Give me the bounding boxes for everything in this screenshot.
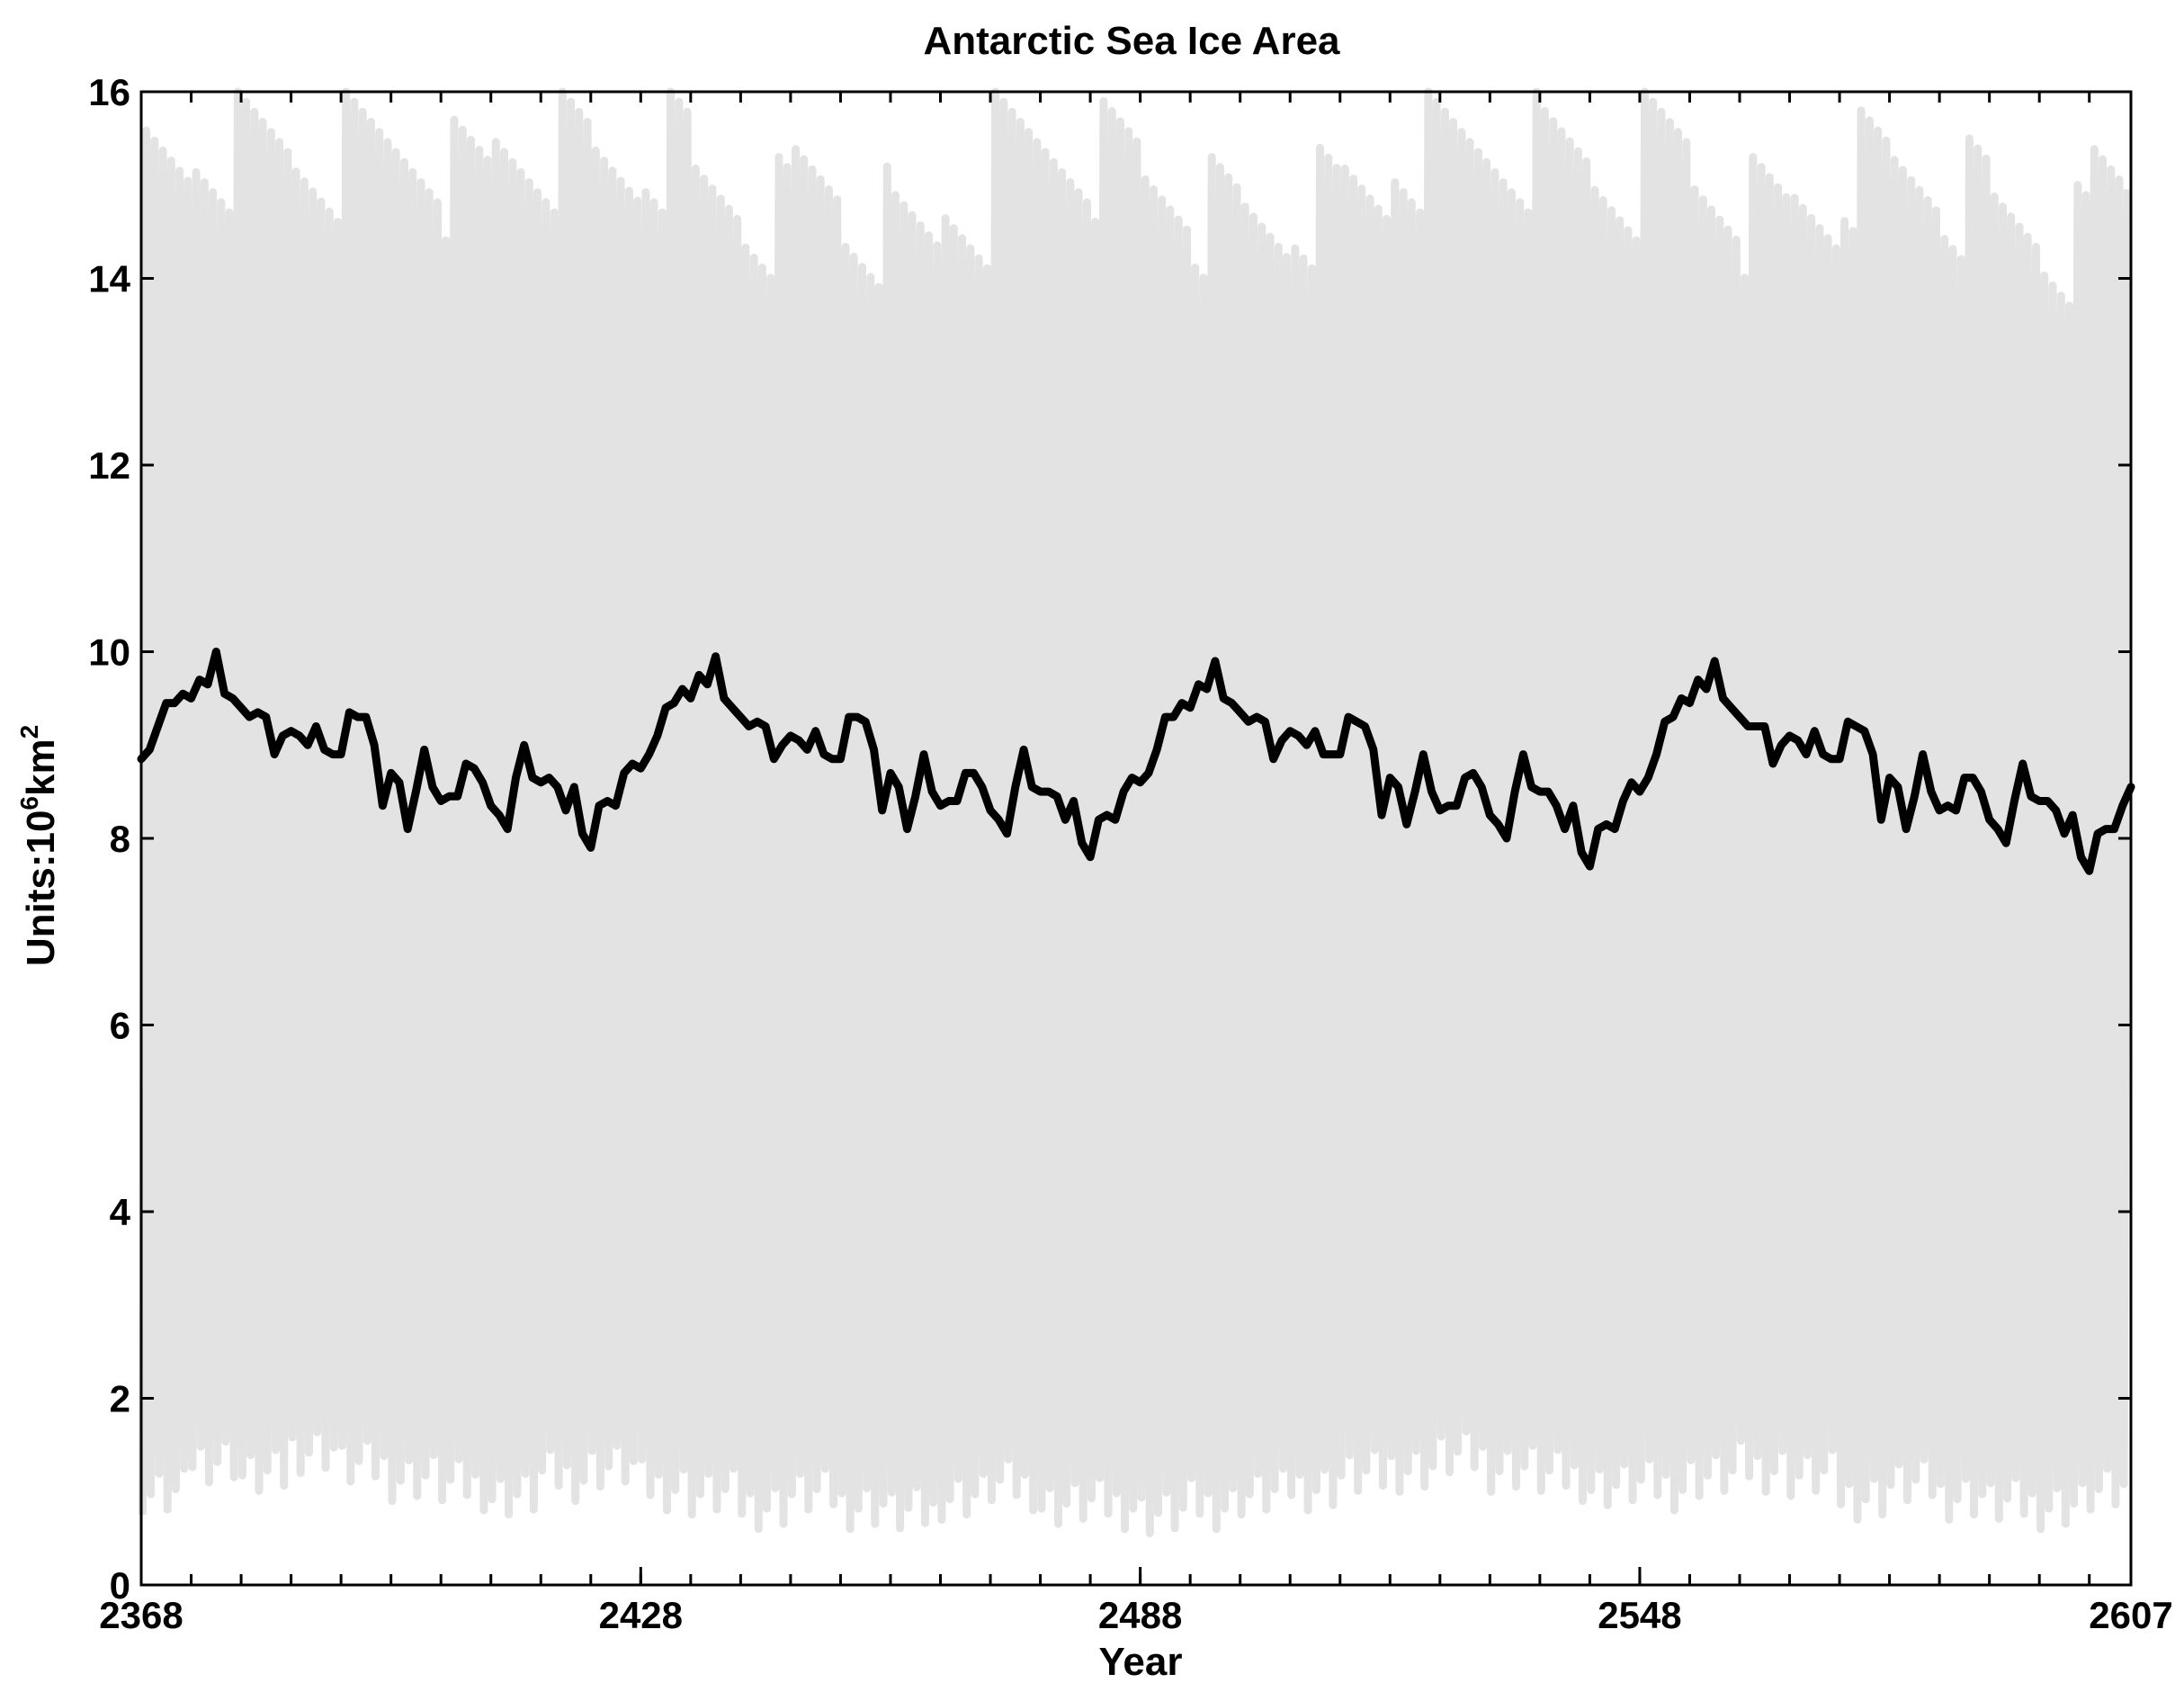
y-tick-label: 0 [110,1564,130,1607]
y-tick-label: 2 [110,1378,130,1420]
y-axis-label: Units:106km2 [15,725,63,966]
chart-title: Antarctic Sea Ice Area [923,19,1340,63]
y-tick-label: 6 [110,1005,130,1047]
y-tick-label: 14 [88,258,130,300]
x-tick-label: 2368 [99,1594,183,1636]
ticks: 0 2 4 6 8 10 12 14 16 2368 2428 2488 2548 2607 [88,71,2172,1636]
y-tick-label: 12 [88,444,130,487]
x-axis-label: Year [1099,1640,1183,1684]
y-tick-label: 4 [110,1191,131,1233]
monthly-series-line [138,87,2132,1537]
annual-mean-line [137,648,2135,875]
x-tick-label: 2428 [599,1594,683,1636]
y-axis-label-exp1: 6 [15,796,43,810]
y-tick-label: 8 [110,818,130,860]
y-tick-label: 16 [88,71,130,113]
x-tick-label: 2607 [2089,1594,2172,1636]
annual-mean-series [137,648,2135,875]
x-tick-label: 2548 [1598,1594,1681,1636]
monthly-series [138,87,2132,1537]
y-axis-label-mid: km [19,739,63,796]
y-axis-label-exp2: 2 [15,725,43,739]
x-tick-label: 2488 [1098,1594,1182,1636]
y-tick-label: 10 [88,631,130,674]
y-axis-label-prefix: Units:10 [19,810,63,967]
